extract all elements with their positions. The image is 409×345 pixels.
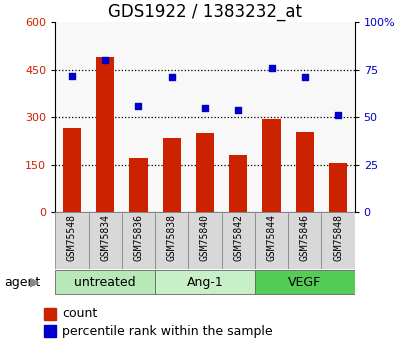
Bar — [188, 212, 221, 269]
Point — [69, 73, 75, 78]
Bar — [196, 133, 213, 212]
Bar — [155, 270, 254, 295]
Bar — [44, 325, 56, 337]
Bar — [162, 138, 180, 212]
Text: agent: agent — [4, 276, 40, 288]
Text: ▶: ▶ — [30, 276, 40, 288]
Bar — [254, 270, 354, 295]
Point — [334, 112, 340, 118]
Point — [267, 65, 274, 71]
Point — [168, 75, 175, 80]
Bar — [288, 212, 321, 269]
Bar — [295, 131, 313, 212]
Bar — [55, 270, 155, 295]
Text: count: count — [62, 307, 97, 321]
Bar — [254, 212, 288, 269]
Text: GSM75836: GSM75836 — [133, 214, 143, 261]
Point — [135, 103, 142, 109]
Bar — [221, 212, 254, 269]
Text: Ang-1: Ang-1 — [186, 276, 223, 288]
Text: GSM75844: GSM75844 — [266, 214, 276, 261]
Text: GSM75840: GSM75840 — [200, 214, 209, 261]
Point — [234, 107, 241, 112]
Bar — [328, 163, 346, 212]
Bar — [229, 155, 247, 212]
Text: percentile rank within the sample: percentile rank within the sample — [62, 325, 272, 338]
Point — [102, 58, 108, 63]
Text: VEGF: VEGF — [288, 276, 321, 288]
Bar — [155, 212, 188, 269]
Text: GSM75548: GSM75548 — [67, 214, 77, 261]
Text: GSM75848: GSM75848 — [332, 214, 342, 261]
Text: GSM75834: GSM75834 — [100, 214, 110, 261]
Bar — [63, 128, 81, 212]
Text: GSM75846: GSM75846 — [299, 214, 309, 261]
Bar — [121, 212, 155, 269]
Bar — [96, 57, 114, 212]
Title: GDS1922 / 1383232_at: GDS1922 / 1383232_at — [108, 3, 301, 21]
Point — [301, 75, 307, 80]
Bar — [88, 212, 121, 269]
Bar — [55, 212, 88, 269]
Text: untreated: untreated — [74, 276, 136, 288]
Point — [201, 105, 208, 110]
Text: GSM75842: GSM75842 — [233, 214, 243, 261]
Bar — [129, 158, 147, 212]
Bar — [321, 212, 354, 269]
Bar — [262, 119, 280, 212]
Text: GSM75838: GSM75838 — [166, 214, 176, 261]
Bar — [44, 308, 56, 320]
